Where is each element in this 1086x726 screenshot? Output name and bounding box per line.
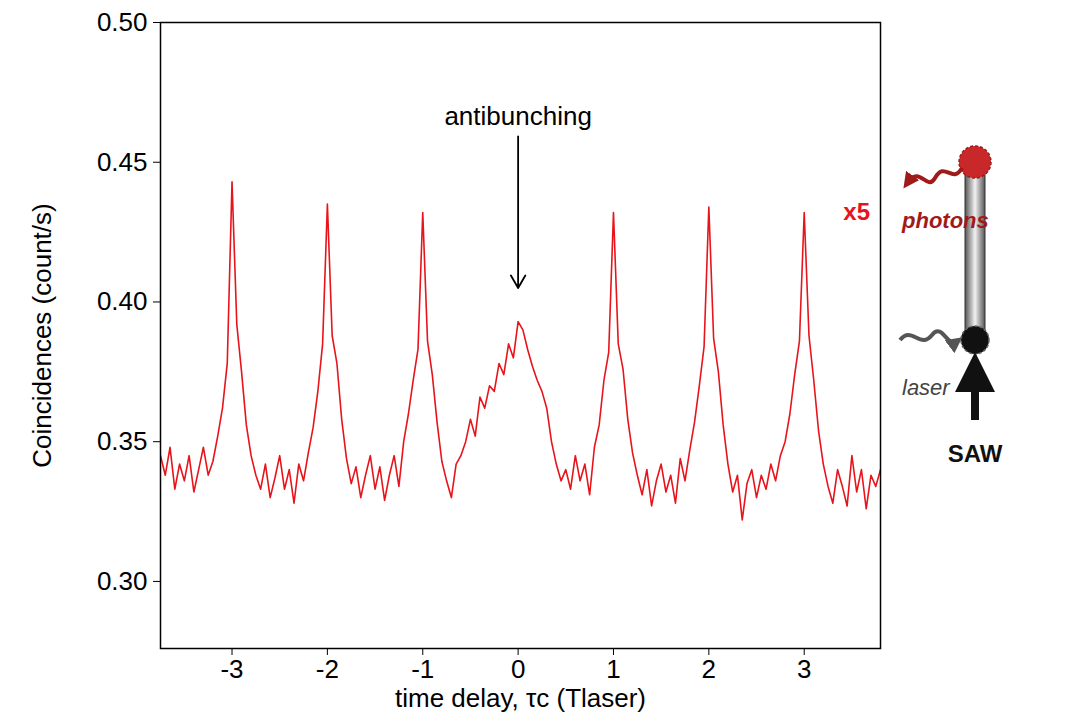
svg-text:Coincidences (count/s): Coincidences (count/s) (27, 203, 57, 467)
svg-text:x5: x5 (843, 198, 870, 225)
svg-text:-2: -2 (316, 654, 339, 684)
svg-text:time delay, τc (Tlaser): time delay, τc (Tlaser) (395, 683, 646, 713)
svg-text:0.40: 0.40 (97, 286, 148, 316)
svg-text:antibunching: antibunching (444, 101, 591, 131)
svg-text:0.35: 0.35 (97, 426, 148, 456)
svg-text:SAW: SAW (948, 440, 1003, 467)
svg-text:laser: laser (902, 375, 951, 400)
svg-text:3: 3 (797, 654, 811, 684)
svg-text:0.45: 0.45 (97, 147, 148, 177)
svg-text:-3: -3 (220, 654, 243, 684)
svg-text:0.30: 0.30 (97, 566, 148, 596)
svg-text:0: 0 (511, 654, 525, 684)
svg-text:-1: -1 (411, 654, 434, 684)
svg-text:1: 1 (606, 654, 620, 684)
svg-text:2: 2 (702, 654, 716, 684)
svg-text:0.50: 0.50 (97, 7, 148, 37)
svg-text:photons: photons (901, 208, 989, 233)
